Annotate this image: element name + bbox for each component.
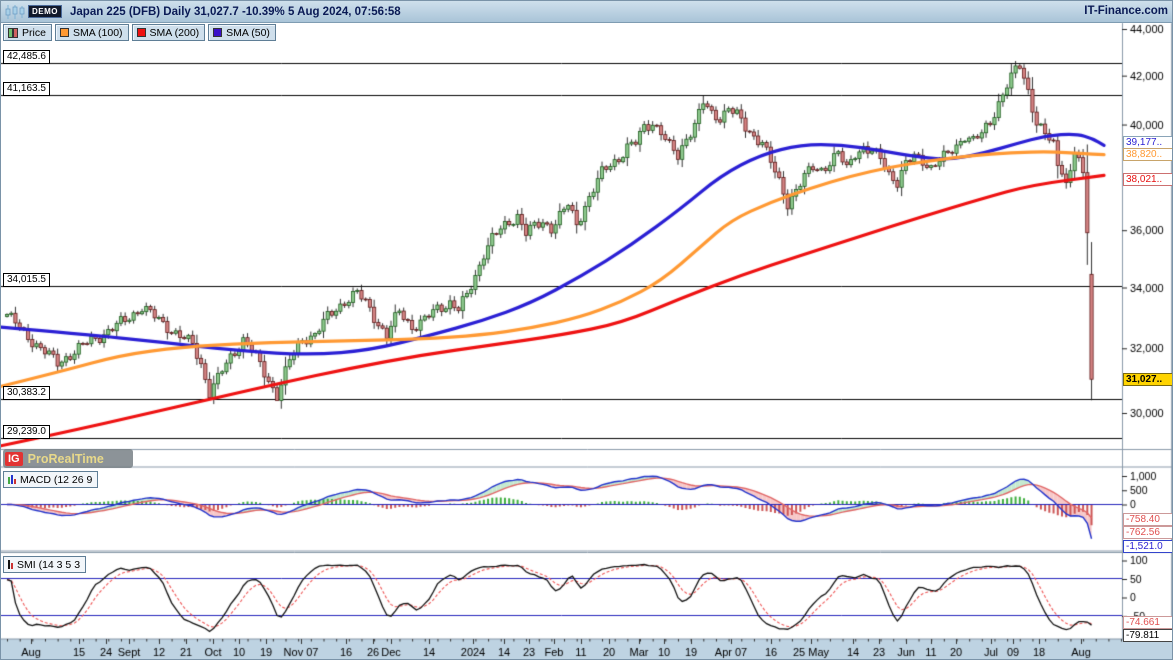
prorealtime-logo: IG ProRealTime <box>3 449 133 468</box>
legend-sma50-label: SMA (50) <box>226 26 270 39</box>
price-box: 38,820.. <box>1123 147 1172 161</box>
smi-value-box: -79.811 <box>1123 628 1172 642</box>
level-label-411635[interactable]: 41,163.5 <box>3 81 50 96</box>
smi-label-text: SMI (14 3 5 3 <box>17 558 81 571</box>
legend-price-label: Price <box>22 26 46 39</box>
legend-price-button[interactable]: Price <box>3 24 52 41</box>
level-label-303832[interactable]: 30,383.2 <box>3 386 50 401</box>
price-box: 31,027.. <box>1123 372 1172 386</box>
demo-badge: DEMO <box>28 5 62 18</box>
candlestick-logo-icon <box>5 4 25 19</box>
macd-indicator-label[interactable]: MACD (12 26 9 <box>3 471 99 488</box>
level-label-424856[interactable]: 42,485.6 <box>3 50 50 65</box>
itfinance-brand: IT-Finance.com <box>1084 5 1168 17</box>
price-box: 38,021.. <box>1123 172 1172 186</box>
sma100-swatch-icon <box>59 28 69 37</box>
legend-sma100-label: SMA (100) <box>72 26 123 39</box>
instrument-title: Japan 225 (DFB) Daily 31,027.7 -10.39% 5… <box>70 5 401 18</box>
title-bar: DEMO Japan 225 (DFB) Daily 31,027.7 -10.… <box>1 1 1172 23</box>
prorealtime-text: ProRealTime <box>27 451 104 466</box>
legend-row: Price SMA (100) SMA (200) SMA (50) <box>3 24 276 41</box>
smi-value-box: -74.661 <box>1123 615 1172 629</box>
macd-label-text: MACD (12 26 9 <box>20 473 93 486</box>
level-label-340155[interactable]: 34,015.5 <box>3 273 50 288</box>
smi-indicator-label[interactable]: SMI (14 3 5 3 <box>3 556 87 573</box>
macd-value-box: -758.40 <box>1123 512 1172 526</box>
smi-icon <box>8 560 13 569</box>
price-icon <box>8 27 18 38</box>
legend-sma200-label: SMA (200) <box>149 26 200 39</box>
sma200-swatch-icon <box>136 28 146 37</box>
level-label-292390[interactable]: 29,239.0 <box>3 424 50 439</box>
macd-value-box: -762.56 <box>1123 525 1172 539</box>
sma50-swatch-icon <box>213 28 223 37</box>
ig-logo: IG <box>5 451 23 466</box>
legend-sma200-button[interactable]: SMA (200) <box>131 24 206 41</box>
legend-sma50-button[interactable]: SMA (50) <box>208 24 276 41</box>
macd-value-box: -1,521.0 <box>1123 539 1172 553</box>
legend-sma100-button[interactable]: SMA (100) <box>54 24 129 41</box>
macd-icon <box>8 475 16 484</box>
